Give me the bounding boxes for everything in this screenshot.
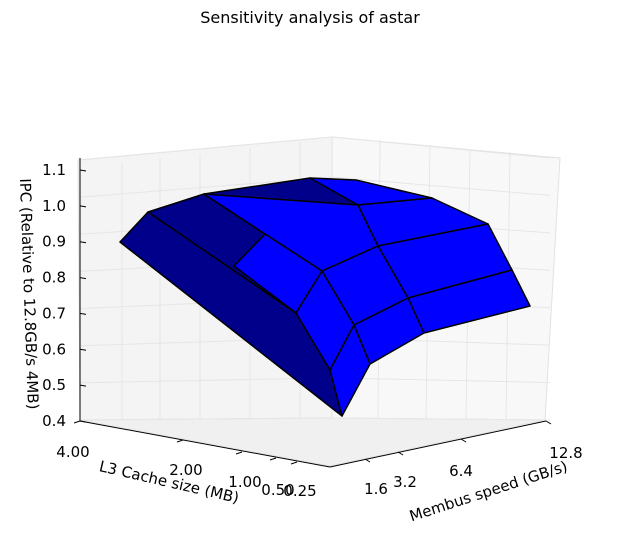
x-tick-mark [460, 438, 467, 443]
y-tick-label: 0.50 [261, 481, 294, 499]
y-tick-label: 4.00 [56, 443, 89, 461]
y-tick-mark [73, 420, 81, 424]
y-tick-mark [176, 439, 184, 443]
x-tick-label: 1.6 [364, 480, 388, 498]
y-tick-label: 0.25 [283, 482, 316, 500]
z-tick-label: 1.1 [42, 161, 66, 179]
z-tick-label: 0.4 [42, 412, 66, 430]
z-tick-label: 0.7 [42, 304, 66, 322]
x-tick-label: 6.4 [449, 462, 473, 480]
z-tick-mark [79, 277, 87, 280]
y-tick-mark [269, 457, 277, 461]
z-grid-line [79, 417, 551, 421]
z-axis-label: IPC (Relative to 12.8GB/s 4MB) [16, 178, 42, 410]
z-tick-mark [79, 205, 87, 208]
y-tick-label: 1.00 [228, 473, 261, 491]
y-tick-label: 2.00 [169, 461, 202, 479]
z-grid-line [79, 136, 551, 161]
x-tick-label: 3.2 [393, 473, 417, 491]
z-tick-mark [79, 312, 87, 315]
chart-title: Sensitivity analysis of astar [200, 8, 420, 27]
z-tick-label: 0.6 [42, 340, 66, 358]
x-tick-label: 12.8 [549, 444, 582, 462]
y-tick-mark [290, 461, 298, 465]
x-tick-mark [545, 420, 552, 425]
x-tick-mark [397, 451, 404, 456]
z-tick-mark [79, 384, 87, 387]
z-tick-label: 0.5 [42, 376, 66, 394]
y-axis-line [79, 420, 331, 468]
z-tick-mark [79, 420, 87, 423]
z-tick-mark [79, 169, 87, 172]
surface-face [329, 324, 371, 417]
z-tick-mark [79, 241, 87, 244]
z-grid-line [79, 176, 551, 198]
floor-pane [79, 417, 546, 467]
z-tick-label: 1.0 [42, 197, 66, 215]
tick-labels: 0.4 0.5 0.6 0.7 0.8 0.9 1.0 1.1 4.00 2.00 1.00 0.50… [42, 161, 583, 500]
y-tick-mark [235, 451, 243, 455]
z-tick-mark [79, 348, 87, 351]
x-axis-label: Membus speed (GB/s) [407, 457, 569, 525]
z-tick-label: 0.8 [42, 269, 66, 287]
z-tick-label: 0.9 [42, 233, 66, 251]
x-tick-mark [364, 458, 371, 463]
axis-lines [73, 158, 552, 468]
surface-mesh [119, 177, 531, 417]
